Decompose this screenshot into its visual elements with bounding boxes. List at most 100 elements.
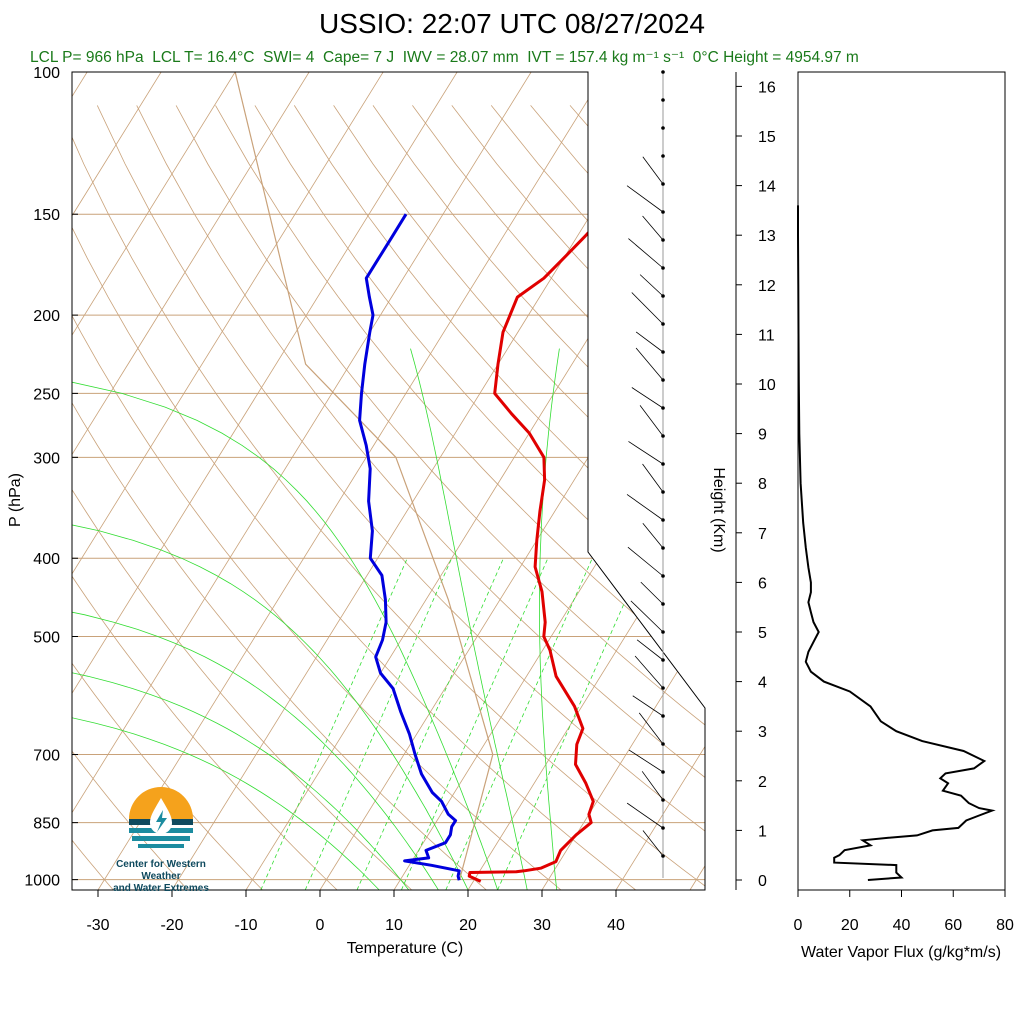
- dry-adiabat: [72, 662, 263, 890]
- wind-barb: [642, 463, 664, 493]
- dry-adiabat: [72, 750, 189, 890]
- cw3e-logo: Center for Western Weather and Water Ext…: [96, 784, 226, 894]
- dry-adiabat: [293, 105, 705, 575]
- flux-tick-label: 60: [944, 917, 962, 934]
- barb-dot: [661, 154, 665, 158]
- wind-barb: [626, 494, 664, 521]
- isotherm-line: [319, 268, 705, 890]
- lcl-temperature: LCL T= 16.4°C: [152, 49, 255, 66]
- flux-tick-label: 80: [996, 917, 1014, 934]
- dry-adiabat: [72, 314, 562, 890]
- flux-axis-label: Water Vapor Flux (g/kg*m/s): [801, 944, 1001, 961]
- dry-adiabat: [215, 105, 705, 675]
- barb-area-mask-top: [588, 72, 706, 552]
- lcl-pressure: LCL P= 966 hPa: [30, 49, 144, 66]
- height-tick-label: 9: [758, 427, 767, 444]
- isotherm-line: [72, 72, 162, 217]
- isotherm-line: [72, 72, 532, 814]
- height-tick-label: 11: [758, 327, 775, 344]
- pressure-tick-label: 1000: [24, 873, 60, 890]
- dry-adiabat: [96, 105, 705, 832]
- wind-barb: [628, 749, 664, 773]
- isotherm-line: [72, 72, 384, 575]
- height-tick-label: 6: [758, 575, 767, 592]
- temperature-tick-label: 20: [459, 917, 477, 934]
- flux-tick-label: 0: [794, 917, 803, 934]
- temperature-tick-label: 0: [316, 917, 325, 934]
- pressure-tick-label: 850: [33, 816, 60, 833]
- ivt-value: IVT = 157.4 kg m⁻¹ s⁻¹: [527, 49, 685, 66]
- mixing-ratio-line: [445, 558, 593, 890]
- parcel-path: [234, 72, 494, 880]
- freezing-level: 0°C Height = 4954.97 m: [692, 49, 859, 66]
- dry-adiabat: [490, 105, 705, 341]
- height-tick-label: 7: [758, 526, 767, 543]
- height-tick-label: 8: [758, 476, 767, 493]
- temperature-tick-label: 30: [533, 917, 551, 934]
- moist-adiabat: [0, 469, 472, 890]
- wind-barb: [638, 712, 664, 745]
- height-tick-label: 1: [758, 823, 767, 840]
- temperature-tick-label: -30: [86, 917, 109, 934]
- wind-barb: [639, 405, 664, 437]
- wind-barb: [631, 292, 664, 325]
- pressure-axis-label: P (hPa): [7, 473, 24, 527]
- height-tick-label: 4: [758, 675, 767, 692]
- sounding-stats: LCL P= 966 hPa LCL T= 16.4°C SWI= 4 Cape…: [30, 48, 1020, 67]
- wind-barb: [642, 830, 664, 857]
- isotherm-line: [72, 72, 458, 694]
- wind-barb: [626, 802, 664, 829]
- temperature-tick-label: -10: [234, 917, 257, 934]
- height-tick-label: 15: [758, 129, 776, 146]
- pressure-tick-label: 400: [33, 551, 60, 568]
- height-tick-label: 16: [758, 79, 776, 96]
- dry-adiabat: [72, 488, 413, 890]
- dry-adiabat: [254, 105, 705, 624]
- height-tick-label: 0: [758, 873, 767, 890]
- wind-barb: [632, 695, 664, 717]
- flux-tick-label: 20: [841, 917, 859, 934]
- dry-adiabat: [136, 105, 705, 778]
- wind-barb: [631, 387, 664, 409]
- pressure-tick-label: 200: [33, 308, 60, 325]
- height-tick-label: 2: [758, 774, 767, 791]
- temperature-tick-label: 10: [385, 917, 403, 934]
- dry-adiabat: [72, 226, 636, 890]
- temperature-trace: [467, 213, 607, 883]
- isotherm-line: [97, 72, 606, 890]
- wind-barb: [635, 347, 664, 381]
- height-tick-label: 13: [758, 228, 776, 245]
- mixing-ratio-line: [401, 558, 549, 890]
- logo-caption-line-2: and Water Extremes: [113, 883, 209, 894]
- isotherm-line: [72, 72, 310, 456]
- iwv-value: IWV = 28.07 mm: [402, 49, 519, 66]
- dry-adiabat: [451, 105, 705, 386]
- wind-barb: [630, 600, 664, 633]
- dry-adiabat: [72, 402, 487, 890]
- pressure-tick-label: 500: [33, 630, 60, 647]
- flux-trace: [797, 205, 996, 881]
- wind-barb: [636, 639, 664, 661]
- temperature-tick-label: 40: [607, 917, 625, 934]
- temperature-tick-label: -20: [160, 917, 183, 934]
- mixing-ratio-line: [497, 558, 645, 890]
- mixing-ratio-line: [356, 558, 504, 890]
- height-tick-label: 3: [758, 724, 767, 741]
- swi-index: SWI= 4: [263, 49, 315, 66]
- temperature-axis-label: Temperature (C): [347, 940, 463, 957]
- skewt-frame: [71, 71, 706, 891]
- moist-adiabat: [72, 381, 498, 890]
- moist-adiabat: [539, 348, 560, 890]
- moist-adiabat: [0, 622, 512, 890]
- wind-barb: [626, 185, 664, 213]
- wind-barb: [634, 655, 664, 689]
- height-tick-label: 10: [758, 377, 776, 394]
- wind-barb: [628, 441, 664, 465]
- wind-barb: [639, 274, 664, 297]
- wind-barb: [628, 238, 664, 269]
- height-axis-label: Height (Km): [710, 467, 727, 552]
- isotherm-line: [467, 506, 705, 890]
- height-tick-label: 12: [758, 278, 776, 295]
- barb-dot: [661, 126, 665, 130]
